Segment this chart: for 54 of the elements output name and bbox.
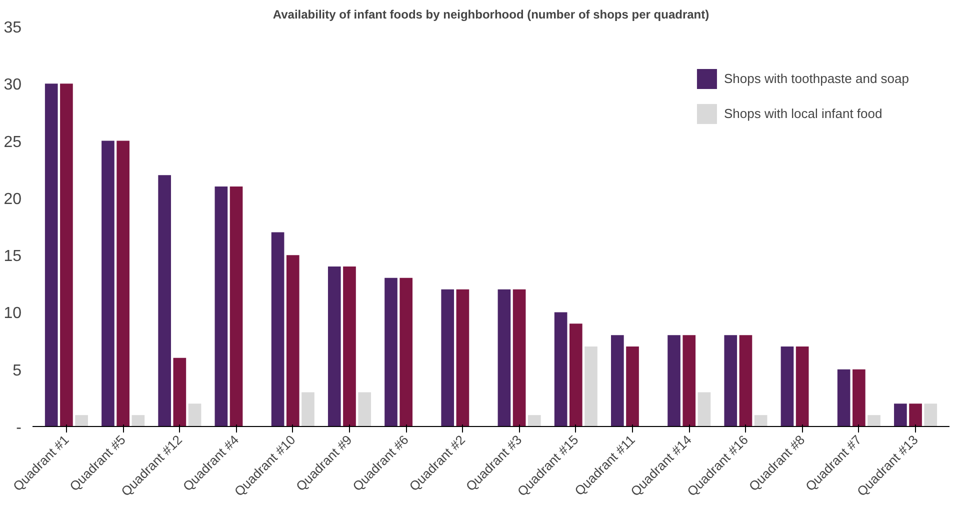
legend-label: Shops with toothpaste and soap bbox=[724, 71, 909, 86]
bar bbox=[894, 404, 907, 426]
bar bbox=[102, 140, 114, 426]
bar bbox=[158, 175, 171, 426]
bar bbox=[852, 369, 866, 426]
bar bbox=[584, 346, 598, 426]
bar bbox=[173, 358, 186, 426]
bar bbox=[668, 335, 680, 426]
bar bbox=[611, 335, 624, 426]
bar bbox=[754, 415, 768, 426]
bar bbox=[328, 266, 341, 426]
y-tick-label: - bbox=[16, 420, 22, 436]
bar bbox=[682, 335, 696, 426]
bar bbox=[358, 392, 371, 426]
bar bbox=[554, 312, 568, 426]
bar bbox=[400, 278, 413, 426]
bar bbox=[230, 186, 243, 426]
bar bbox=[188, 404, 202, 426]
bar bbox=[724, 335, 738, 426]
bar bbox=[837, 369, 850, 426]
bar bbox=[441, 289, 454, 426]
bar bbox=[60, 84, 73, 426]
bar bbox=[456, 289, 470, 426]
bar bbox=[44, 84, 58, 426]
bar bbox=[909, 404, 922, 426]
bar bbox=[302, 392, 314, 426]
bar bbox=[116, 140, 130, 426]
bar bbox=[626, 346, 639, 426]
bar bbox=[75, 415, 88, 426]
bar bbox=[343, 266, 356, 426]
y-tick-label: 35 bbox=[4, 20, 22, 36]
bar bbox=[384, 278, 398, 426]
legend-label: Shops with local infant food bbox=[724, 106, 882, 121]
y-tick-label: 5 bbox=[12, 362, 22, 380]
bar bbox=[796, 346, 809, 426]
bar bbox=[569, 324, 582, 426]
bar bbox=[739, 335, 752, 426]
y-tick-label: 20 bbox=[4, 190, 22, 208]
bar bbox=[132, 415, 145, 426]
bar bbox=[512, 289, 526, 426]
bar bbox=[214, 186, 228, 426]
bar bbox=[780, 346, 794, 426]
bar bbox=[698, 392, 711, 426]
y-tick-label: 25 bbox=[4, 134, 22, 151]
bar bbox=[924, 404, 938, 426]
y-tick-label: 30 bbox=[4, 76, 22, 94]
bar bbox=[868, 415, 880, 426]
bar bbox=[286, 255, 300, 426]
bar bbox=[271, 232, 284, 426]
bar bbox=[528, 415, 541, 426]
bar bbox=[498, 289, 511, 426]
y-tick-label: 15 bbox=[4, 248, 22, 266]
y-tick-label: 10 bbox=[4, 305, 22, 322]
chart-title: Availability of infant foods by neighborhood (number of shops per quadrant) bbox=[272, 8, 710, 22]
